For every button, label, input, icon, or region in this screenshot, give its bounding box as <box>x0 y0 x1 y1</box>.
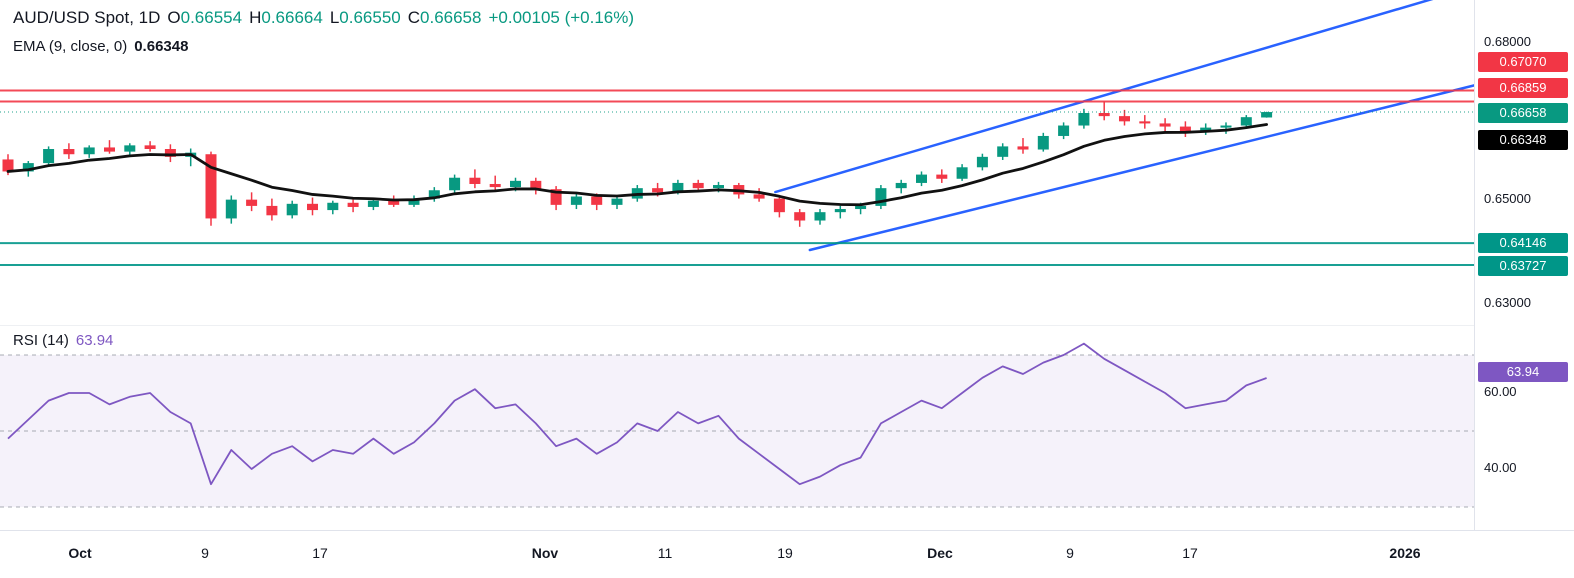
price-axis[interactable]: 0.68000 0.65000 0.63000 60.00 40.00 0.67070 0.… <box>1474 0 1574 530</box>
price-axis-label: 0.65000 <box>1484 191 1531 206</box>
ohlc-close-label: C <box>407 8 421 27</box>
time-axis-label: 17 <box>312 545 328 561</box>
ohlc-open-label: O <box>167 8 181 27</box>
price-axis-badge: 0.67070 <box>1478 52 1568 72</box>
ohlc-low-value: 0.66550 <box>339 8 401 27</box>
time-axis-label: Oct <box>68 545 92 561</box>
time-axis-label: 17 <box>1182 545 1198 561</box>
price-axis-badge: 0.63727 <box>1478 256 1568 276</box>
price-chart-canvas[interactable] <box>0 0 1474 325</box>
rsi-chart-canvas[interactable] <box>0 326 1474 530</box>
time-axis-label: 9 <box>201 545 209 561</box>
rsi-label: RSI (14) <box>13 332 69 349</box>
ohlc-close-value: 0.66658 <box>420 8 482 27</box>
ohlc-open: O 0.66554 <box>167 8 242 28</box>
price-axis-badge: 0.66859 <box>1478 78 1568 98</box>
time-axis-label: 11 <box>657 545 673 561</box>
ohlc-open-value: 0.66554 <box>180 8 243 27</box>
price-axis-label: 0.63000 <box>1484 295 1531 310</box>
price-axis-badge: 0.64146 <box>1478 233 1568 253</box>
time-axis-label: 2026 <box>1389 545 1421 561</box>
price-axis-badge: 63.94 <box>1478 362 1568 382</box>
price-axis-label: 40.00 <box>1484 460 1517 475</box>
ohlc-close: C 0.66658 <box>408 8 482 28</box>
rsi-legend[interactable]: RSI (14) 63.94 <box>13 332 113 349</box>
ohlc-low: L 0.66550 <box>330 8 401 28</box>
ohlc-high: H 0.66664 <box>249 8 323 28</box>
ema-legend[interactable]: EMA (9, close, 0) 0.66348 <box>13 38 188 55</box>
time-axis[interactable]: Oct 9 17 Nov 11 19 Dec 9 17 2026 <box>0 530 1574 578</box>
symbol-legend[interactable]: AUD/USD Spot, 1D O 0.66554 H 0.66664 L 0.66… <box>13 8 634 28</box>
time-axis-label: Dec <box>927 545 953 561</box>
rsi-value: 63.94 <box>75 332 114 349</box>
time-axis-label: 19 <box>777 545 793 561</box>
rsi-pane[interactable]: RSI (14) 63.94 <box>0 325 1474 530</box>
price-axis-label: 0.68000 <box>1484 34 1531 49</box>
ohlc-low-label: L <box>329 8 340 27</box>
time-axis-label: Nov <box>531 545 559 561</box>
ema-label: EMA (9, close, 0) <box>13 38 128 55</box>
price-axis-label: 60.00 <box>1484 384 1517 399</box>
price-axis-badge: 0.66348 <box>1478 130 1568 150</box>
change-value: +0.00105 (+0.16%) <box>488 8 635 27</box>
price-pane[interactable]: AUD/USD Spot, 1D O 0.66554 H 0.66664 L 0.66… <box>0 0 1474 325</box>
ohlc-high-label: H <box>249 8 262 27</box>
ohlc-high-value: 0.66664 <box>261 8 323 27</box>
ema-value: 0.66348 <box>134 38 189 55</box>
time-axis-label: 9 <box>1066 545 1074 561</box>
price-axis-badge: 0.66658 <box>1478 103 1568 123</box>
symbol-title[interactable]: AUD/USD Spot, 1D <box>13 8 161 27</box>
